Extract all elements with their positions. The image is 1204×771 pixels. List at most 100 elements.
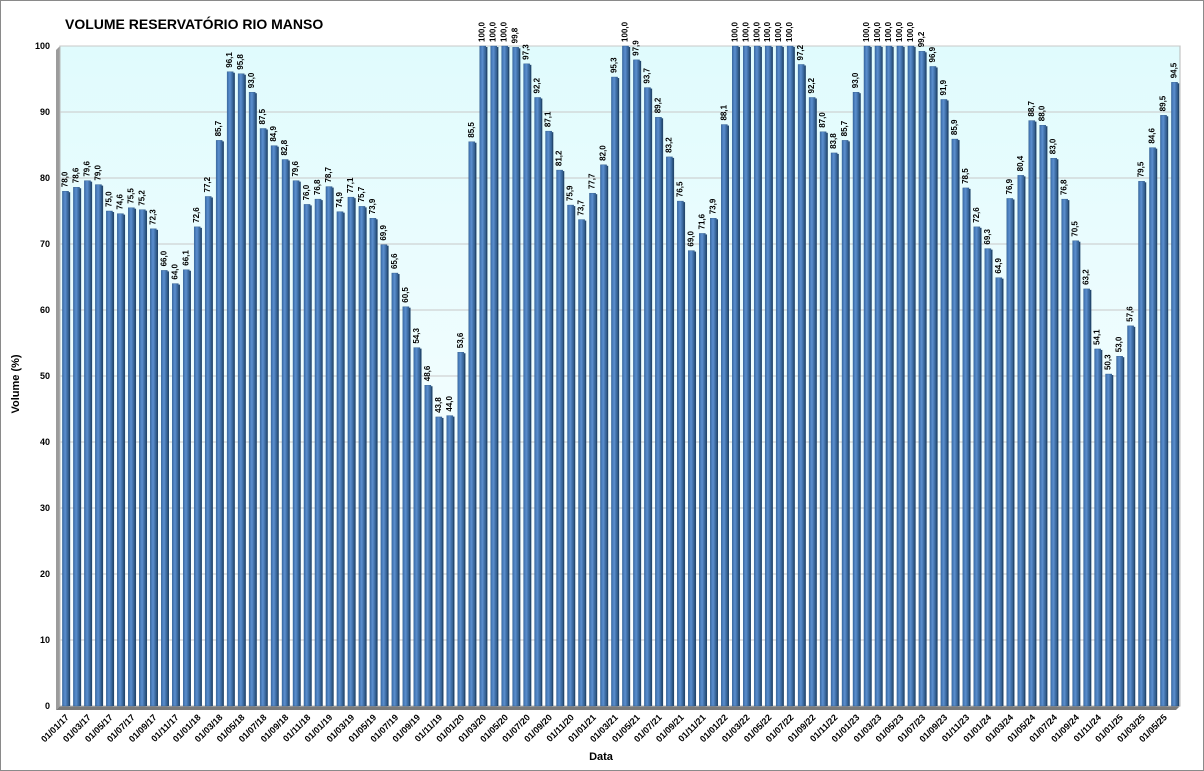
- bar: [666, 156, 673, 707]
- bar: [1138, 181, 1145, 707]
- data-label: 87,1: [544, 111, 553, 127]
- y-tick-label: 70: [40, 239, 50, 249]
- bar-side: [397, 274, 400, 706]
- bar-side: [376, 219, 378, 706]
- data-label: 80,4: [1016, 155, 1025, 171]
- bar: [402, 306, 410, 707]
- data-label: 100,0: [862, 21, 871, 42]
- bar-side: [452, 416, 455, 706]
- bar-side: [123, 214, 126, 706]
- bar: [95, 184, 102, 707]
- data-label: 74,6: [115, 194, 124, 210]
- data-label: 95,3: [610, 57, 619, 73]
- bar: [699, 233, 706, 707]
- bar: [732, 45, 739, 707]
- bar: [743, 45, 750, 707]
- bar: [929, 66, 937, 707]
- bar-side: [441, 417, 444, 706]
- y-tick-label: 0: [45, 701, 50, 711]
- bar: [479, 45, 487, 707]
- data-label: 85,7: [214, 120, 223, 136]
- data-label: 97,3: [522, 44, 531, 60]
- bar-side: [946, 100, 949, 706]
- bar: [523, 63, 530, 707]
- bar: [688, 250, 695, 707]
- bar: [830, 152, 838, 707]
- data-label: 85,5: [467, 122, 476, 138]
- data-label: 79,6: [82, 161, 91, 177]
- floor: [56, 706, 1180, 710]
- data-label: 79,5: [1137, 161, 1146, 177]
- bar: [710, 218, 717, 707]
- data-label: 72,6: [192, 207, 201, 223]
- data-label: 76,0: [302, 184, 311, 200]
- bar-side: [936, 67, 938, 706]
- bar-side: [584, 220, 587, 706]
- chart-title: VOLUME RESERVATÓRIO RIO MANSO: [65, 15, 323, 32]
- bar: [314, 198, 322, 707]
- bar-side: [716, 219, 719, 706]
- data-label: 43,8: [434, 397, 443, 413]
- bar: [896, 45, 904, 707]
- bar: [808, 97, 816, 707]
- data-label: 75,2: [137, 190, 146, 206]
- bar: [281, 159, 289, 707]
- data-label: 83,0: [1049, 138, 1058, 154]
- data-label: 75,9: [566, 185, 575, 201]
- data-label: 50,3: [1104, 354, 1113, 370]
- bar-side: [386, 245, 389, 706]
- data-label: 66,0: [159, 250, 168, 266]
- bar: [753, 45, 761, 707]
- bar: [940, 99, 948, 707]
- bar-side: [1166, 116, 1169, 707]
- data-label: 63,2: [1082, 269, 1091, 285]
- bar-side: [507, 47, 510, 706]
- data-label: 76,5: [675, 181, 684, 197]
- bar-side: [288, 160, 290, 706]
- bar: [863, 45, 871, 707]
- data-label: 71,6: [697, 213, 706, 229]
- bar: [73, 187, 80, 707]
- bar: [1039, 124, 1047, 707]
- data-label: 75,7: [357, 186, 366, 202]
- bar-side: [990, 249, 993, 706]
- bar: [391, 272, 399, 707]
- bar: [973, 226, 981, 707]
- bar-side: [518, 48, 521, 706]
- bar-side: [595, 194, 598, 706]
- bar-side: [1078, 241, 1081, 706]
- bar-side: [1089, 289, 1092, 706]
- data-label: 69,9: [379, 225, 388, 241]
- bar: [457, 352, 465, 707]
- bar: [1127, 325, 1134, 707]
- bar-side: [551, 132, 554, 706]
- bar-side: [1001, 278, 1004, 706]
- bar-side: [90, 181, 93, 706]
- data-label: 70,5: [1071, 221, 1080, 237]
- bar: [819, 131, 827, 707]
- bar-side: [101, 185, 104, 707]
- bar: [995, 277, 1003, 707]
- bar-side: [354, 198, 356, 706]
- data-label: 73,9: [368, 198, 377, 214]
- bar: [1116, 356, 1123, 707]
- data-label: 78,7: [324, 166, 333, 182]
- data-label: 81,2: [555, 150, 564, 166]
- bar: [512, 47, 519, 707]
- data-label: 89,2: [653, 97, 662, 113]
- bar: [413, 347, 421, 707]
- data-label: 73,7: [577, 199, 586, 215]
- bar: [193, 226, 201, 707]
- bar-side: [617, 78, 620, 706]
- bar-side: [79, 188, 82, 707]
- bar: [128, 207, 135, 707]
- bar: [764, 45, 772, 707]
- bar-side: [463, 353, 466, 706]
- bar: [62, 190, 69, 707]
- y-tick-label: 30: [40, 503, 50, 513]
- bar: [545, 130, 552, 707]
- bar-side: [343, 212, 345, 706]
- y-tick-label: 60: [40, 305, 50, 315]
- bar-side: [727, 125, 729, 707]
- bar: [589, 192, 596, 707]
